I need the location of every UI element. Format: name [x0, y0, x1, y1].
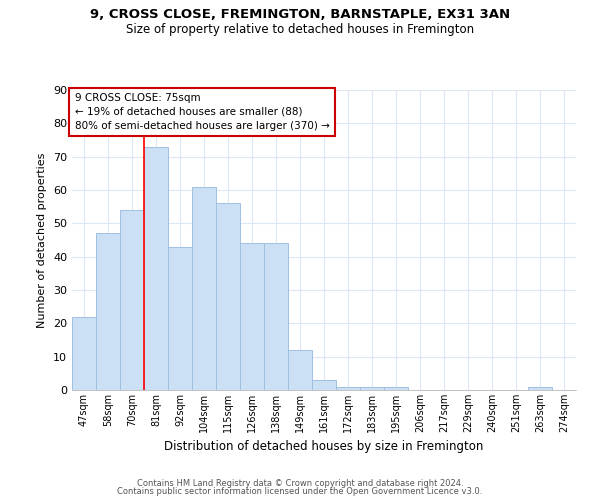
Bar — [312, 380, 336, 390]
Bar — [192, 186, 216, 390]
Bar — [360, 386, 384, 390]
Bar — [96, 234, 120, 390]
Bar — [384, 386, 408, 390]
Bar — [288, 350, 312, 390]
Y-axis label: Number of detached properties: Number of detached properties — [37, 152, 47, 328]
Text: Size of property relative to detached houses in Fremington: Size of property relative to detached ho… — [126, 22, 474, 36]
Text: Contains public sector information licensed under the Open Government Licence v3: Contains public sector information licen… — [118, 487, 482, 496]
Bar — [120, 210, 144, 390]
Text: 9 CROSS CLOSE: 75sqm
← 19% of detached houses are smaller (88)
80% of semi-detac: 9 CROSS CLOSE: 75sqm ← 19% of detached h… — [74, 93, 329, 131]
Bar — [168, 246, 192, 390]
X-axis label: Distribution of detached houses by size in Fremington: Distribution of detached houses by size … — [164, 440, 484, 454]
Bar — [216, 204, 240, 390]
Text: Contains HM Land Registry data © Crown copyright and database right 2024.: Contains HM Land Registry data © Crown c… — [137, 478, 463, 488]
Text: 9, CROSS CLOSE, FREMINGTON, BARNSTAPLE, EX31 3AN: 9, CROSS CLOSE, FREMINGTON, BARNSTAPLE, … — [90, 8, 510, 20]
Bar — [528, 386, 552, 390]
Bar — [144, 146, 168, 390]
Bar — [264, 244, 288, 390]
Bar — [72, 316, 96, 390]
Bar — [240, 244, 264, 390]
Bar — [336, 386, 360, 390]
